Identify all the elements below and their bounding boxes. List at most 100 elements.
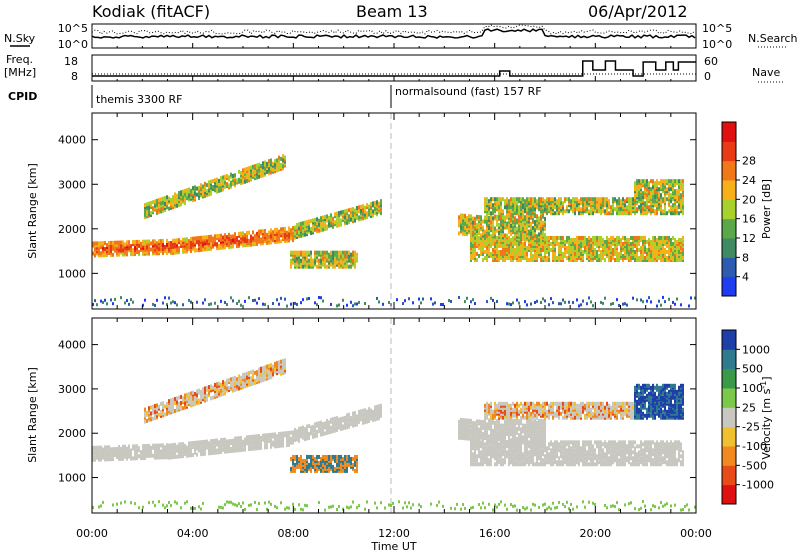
heatmap-cell <box>500 233 502 238</box>
heatmap-cell <box>626 211 628 216</box>
heatmap-cell <box>522 199 524 204</box>
heatmap-cell <box>678 199 680 204</box>
heatmap-cell <box>580 303 582 307</box>
heatmap-cell <box>256 171 258 176</box>
heatmap-cell <box>668 187 670 192</box>
heatmap-cell <box>660 239 662 244</box>
heatmap-cell <box>286 506 288 510</box>
heatmap-cell <box>616 249 618 254</box>
heatmap-cell <box>128 242 130 247</box>
heatmap-cell <box>270 166 272 171</box>
heatmap-cell <box>294 233 296 238</box>
heatmap-cell <box>592 245 594 250</box>
heatmap-cell <box>580 207 582 212</box>
heatmap-cell <box>662 211 664 216</box>
heatmap-cell <box>518 220 520 225</box>
heatmap-cell <box>532 239 534 244</box>
heatmap-cell <box>356 302 358 306</box>
heatmap-cell <box>498 222 500 227</box>
heatmap-cell <box>276 168 278 173</box>
heatmap-cell <box>120 501 122 505</box>
heatmap-cell <box>152 247 154 252</box>
heatmap-cell <box>534 222 536 227</box>
heatmap-cell <box>644 211 646 216</box>
heatmap-cell <box>242 447 244 452</box>
heatmap-cell <box>254 172 256 177</box>
heatmap-cell <box>220 505 222 509</box>
heatmap-cell <box>304 220 306 225</box>
heatmap-cell <box>552 209 554 214</box>
heatmap-cell <box>330 429 332 434</box>
heatmap-cell <box>266 232 268 237</box>
heatmap-cell <box>200 235 202 240</box>
heatmap-cell <box>672 235 674 240</box>
heatmap-cell <box>284 159 286 164</box>
heatmap-cell <box>266 234 268 239</box>
heatmap-cell <box>136 454 138 459</box>
heatmap-cell <box>502 233 504 238</box>
heatmap-cell <box>340 210 342 215</box>
heatmap-cell <box>332 504 334 508</box>
heatmap-cell <box>548 209 550 214</box>
heatmap-cell <box>556 203 558 208</box>
heatmap-cell <box>348 506 350 510</box>
heatmap-cell <box>644 195 646 200</box>
heatmap-cell <box>328 215 330 220</box>
heatmap-cell <box>228 242 230 247</box>
heatmap-cell <box>376 204 378 209</box>
heatmap-cell <box>568 203 570 208</box>
heatmap-cell <box>468 218 470 223</box>
heatmap-cell <box>488 243 490 248</box>
heatmap-cell <box>230 439 232 444</box>
heatmap-cell <box>186 243 188 248</box>
heatmap-cell <box>520 218 522 223</box>
heatmap-cell <box>670 183 672 188</box>
heatmap-cell <box>652 185 654 190</box>
heatmap-cell <box>524 209 526 214</box>
heatmap-cell <box>624 241 626 246</box>
heatmap-cell <box>114 242 116 247</box>
heatmap-cell <box>354 208 356 213</box>
heatmap-cell <box>536 234 538 239</box>
heatmap-cell <box>576 249 578 254</box>
heatmap-cell <box>190 236 192 241</box>
heatmap-cell <box>668 209 670 214</box>
heatmap-cell <box>298 230 300 235</box>
heatmap-cell <box>498 243 500 248</box>
heatmap-cell <box>262 372 264 377</box>
heatmap-cell <box>354 254 356 259</box>
heatmap-cell <box>192 188 194 193</box>
heatmap-cell <box>492 237 494 242</box>
heatmap-cell <box>572 257 574 262</box>
heatmap-cell <box>484 219 486 224</box>
heatmap-cell <box>244 169 246 174</box>
heatmap-cell <box>162 247 164 252</box>
heatmap-cell <box>236 446 238 451</box>
heatmap-cell <box>580 245 582 250</box>
heatmap-cell <box>146 243 148 248</box>
heatmap-cell <box>516 228 518 233</box>
heatmap-cell <box>174 242 176 247</box>
heatmap-cell <box>606 245 608 250</box>
heatmap-cell <box>108 449 110 454</box>
heatmap-cell <box>286 230 288 235</box>
heatmap-cell <box>152 208 154 213</box>
heatmap-cell <box>514 255 516 260</box>
heatmap-cell <box>132 250 134 255</box>
heatmap-cell <box>472 235 474 240</box>
heatmap-cell <box>488 217 490 222</box>
heatmap-cell <box>198 440 200 445</box>
heatmap-cell <box>358 300 360 304</box>
heatmap-cell <box>336 508 338 512</box>
heatmap-cell <box>624 255 626 260</box>
heatmap-cell <box>192 236 194 241</box>
heatmap-cell <box>344 264 346 269</box>
heatmap-cell <box>538 249 540 254</box>
heatmap-cell <box>678 181 680 186</box>
heatmap-cell <box>570 241 572 246</box>
heatmap-cell <box>552 257 554 262</box>
heatmap-cell <box>278 435 280 440</box>
cpid-label: CPID <box>8 90 37 103</box>
heatmap-cell <box>306 250 308 255</box>
heatmap-cell <box>300 229 302 234</box>
